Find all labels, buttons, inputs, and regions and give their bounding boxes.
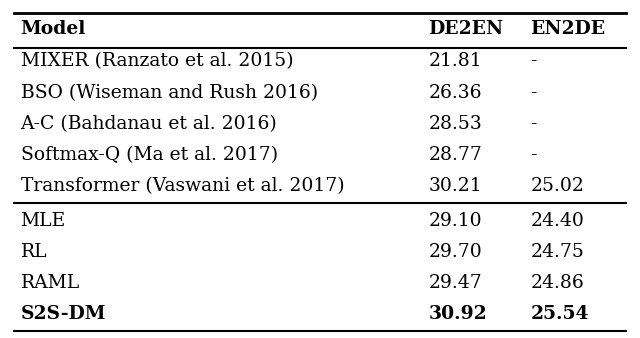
Text: BSO (Wiseman and Rush 2016): BSO (Wiseman and Rush 2016) xyxy=(20,83,317,102)
Text: 28.77: 28.77 xyxy=(428,146,482,164)
Text: 30.92: 30.92 xyxy=(428,305,487,323)
Text: 29.10: 29.10 xyxy=(428,212,482,230)
Text: 24.86: 24.86 xyxy=(531,274,584,292)
Text: 25.02: 25.02 xyxy=(531,177,584,195)
Text: MLE: MLE xyxy=(20,212,66,230)
Text: -: - xyxy=(531,52,537,70)
Text: -: - xyxy=(531,83,537,102)
Text: Model: Model xyxy=(20,20,86,38)
Text: 24.75: 24.75 xyxy=(531,243,584,261)
Text: MIXER (Ranzato et al. 2015): MIXER (Ranzato et al. 2015) xyxy=(20,52,293,70)
Text: 24.40: 24.40 xyxy=(531,212,584,230)
Text: 25.54: 25.54 xyxy=(531,305,589,323)
Text: 29.47: 29.47 xyxy=(428,274,482,292)
Text: RL: RL xyxy=(20,243,47,261)
Text: 26.36: 26.36 xyxy=(428,83,482,102)
Text: 21.81: 21.81 xyxy=(428,52,482,70)
Text: DE2EN: DE2EN xyxy=(428,20,504,38)
Text: 30.21: 30.21 xyxy=(428,177,482,195)
Text: EN2DE: EN2DE xyxy=(531,20,605,38)
Text: Softmax-Q (Ma et al. 2017): Softmax-Q (Ma et al. 2017) xyxy=(20,146,278,164)
Text: 29.70: 29.70 xyxy=(428,243,482,261)
Text: RAML: RAML xyxy=(20,274,80,292)
Text: Transformer (Vaswani et al. 2017): Transformer (Vaswani et al. 2017) xyxy=(20,177,344,195)
Text: S2S-DM: S2S-DM xyxy=(20,305,106,323)
Text: -: - xyxy=(531,115,537,133)
Text: 28.53: 28.53 xyxy=(428,115,482,133)
Text: -: - xyxy=(531,146,537,164)
Text: A-C (Bahdanau et al. 2016): A-C (Bahdanau et al. 2016) xyxy=(20,115,277,133)
